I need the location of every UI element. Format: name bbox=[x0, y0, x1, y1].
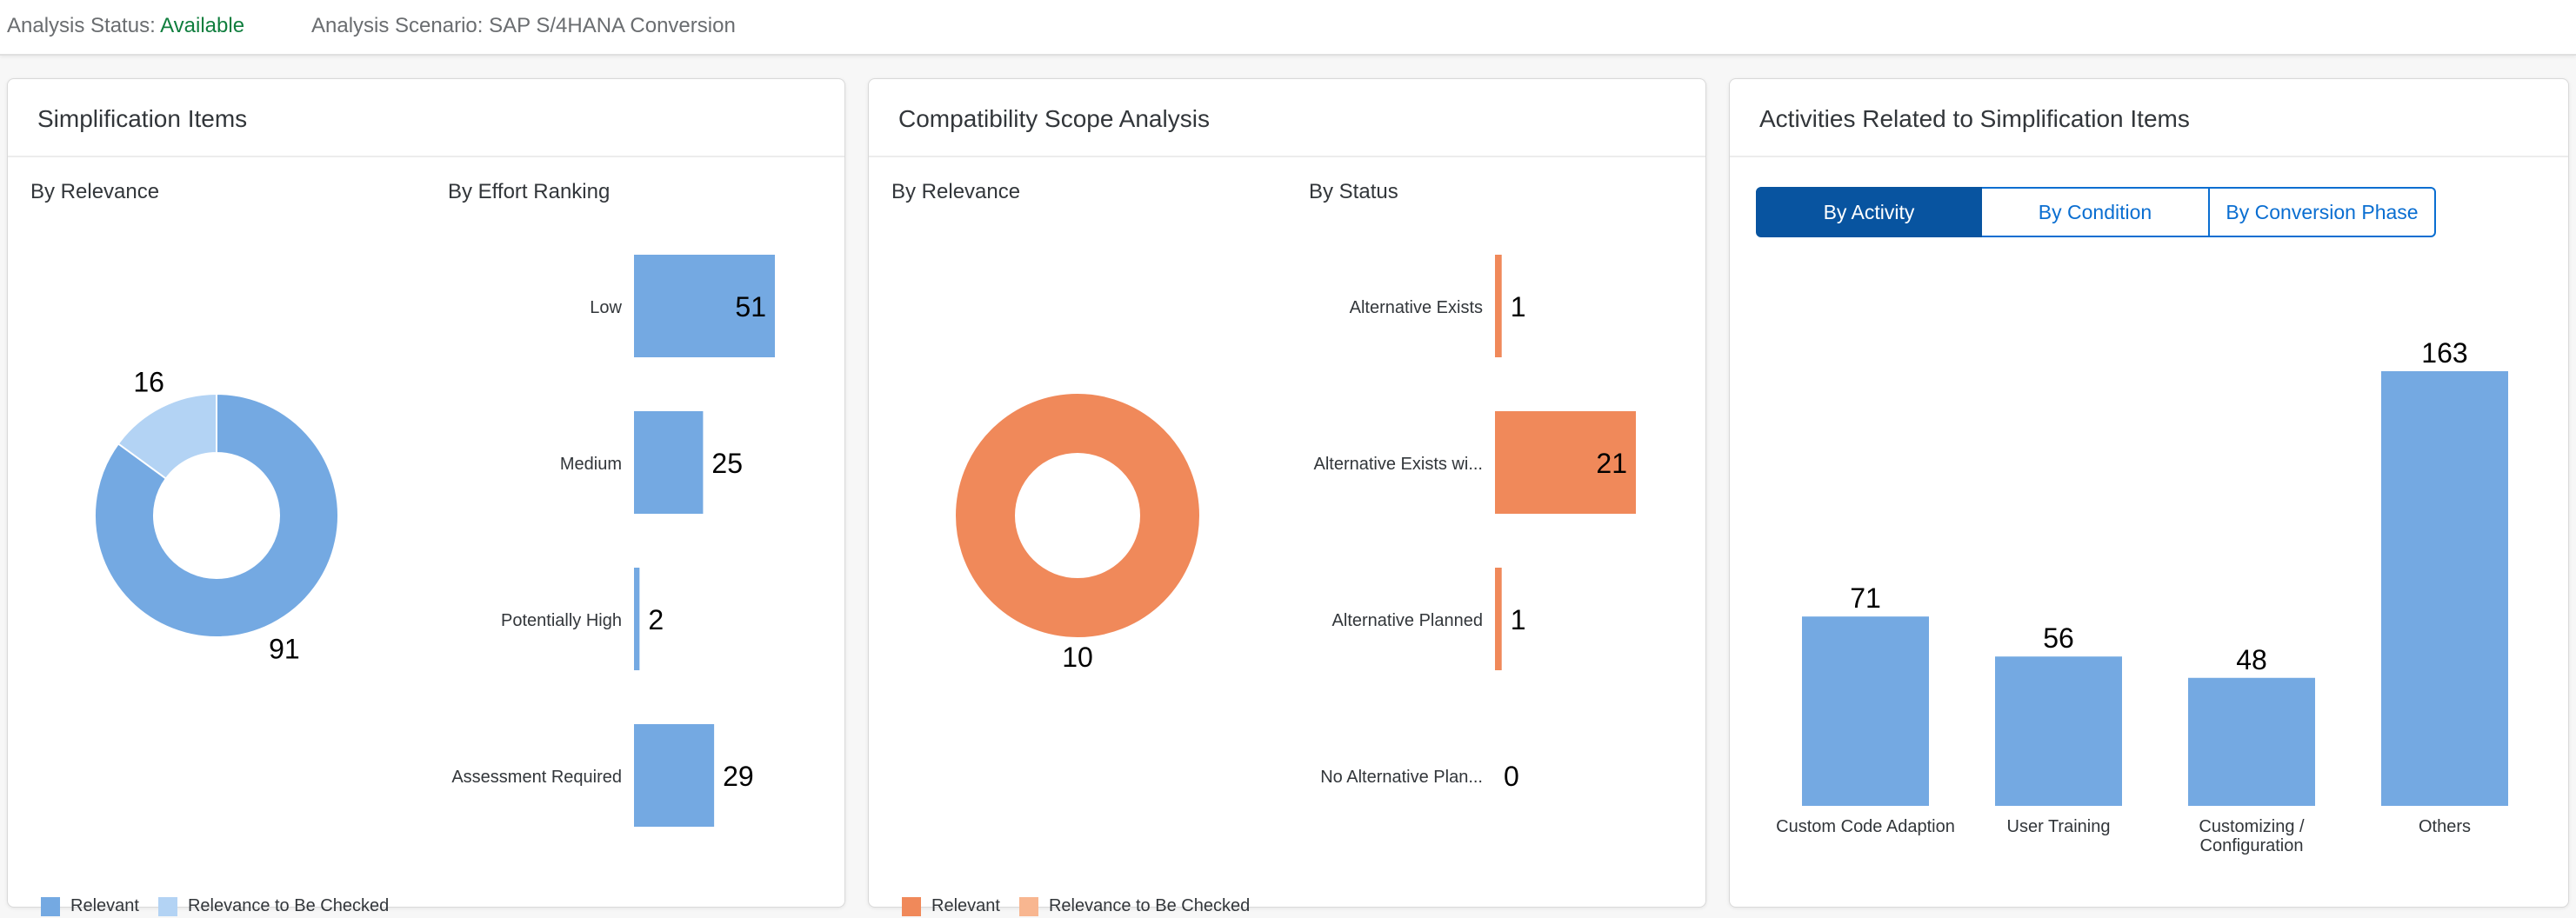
segmented-button[interactable]: By Activity By Condition By Conversion P… bbox=[1756, 187, 2436, 237]
analysis-scenario: Analysis Scenario: SAP S/4HANA Conversio… bbox=[311, 14, 736, 37]
category-label: Low bbox=[590, 298, 622, 317]
category-label: Custom Code Adaption bbox=[1776, 817, 1955, 836]
data-label: 163 bbox=[2421, 337, 2467, 369]
activities-chart[interactable]: 71 Custom Code Adaption 56 User Training 48 C… bbox=[1730, 79, 2568, 907]
legend-swatch-relevant bbox=[41, 896, 60, 916]
by-effort-label: By Effort Ranking bbox=[448, 180, 611, 203]
bar bbox=[1995, 656, 2122, 806]
data-label: 48 bbox=[2236, 644, 2267, 675]
data-label: 10 bbox=[1062, 642, 1093, 673]
data-label: 56 bbox=[2043, 622, 2074, 654]
tab-by-conversion-phase[interactable]: By Conversion Phase bbox=[2210, 187, 2436, 237]
data-label: 29 bbox=[723, 761, 754, 792]
bar bbox=[634, 411, 704, 514]
legend-label: Relevant bbox=[931, 896, 1000, 915]
category-label: Assessment Required bbox=[451, 768, 622, 787]
divider bbox=[8, 156, 844, 157]
bar bbox=[634, 568, 640, 670]
data-label: 25 bbox=[711, 448, 743, 479]
category-label: No Alternative Plan... bbox=[1320, 768, 1483, 787]
tab-by-condition[interactable]: By Condition bbox=[1982, 187, 2210, 237]
data-label: 1 bbox=[1511, 291, 1526, 323]
donut-slice bbox=[94, 392, 339, 638]
data-label: 16 bbox=[133, 367, 164, 398]
legend-label: Relevance to Be Checked bbox=[1048, 896, 1251, 915]
by-relevance-label: By Relevance bbox=[891, 180, 1021, 203]
tab-by-activity[interactable]: By Activity bbox=[1756, 187, 1982, 237]
card-title: Compatibility Scope Analysis bbox=[898, 105, 1210, 132]
data-label: 91 bbox=[269, 633, 300, 664]
donut-slice bbox=[956, 394, 1199, 637]
data-label: 21 bbox=[1596, 448, 1627, 479]
divider bbox=[869, 156, 1705, 157]
simplification-charts[interactable]: 91 16 Low 51 Medium 25 Potentially High 2 Assess… bbox=[8, 79, 844, 907]
status-bar: Analysis Status: Available Analysis Scen… bbox=[0, 0, 2576, 56]
legend-label: Relevant bbox=[70, 896, 139, 915]
simplification-items-card[interactable]: Simplification Items By Relevance By Eff… bbox=[7, 78, 845, 916]
category-label: User Training bbox=[2007, 817, 2111, 836]
legend-label: Relevance to Be Checked bbox=[187, 896, 390, 915]
legend: Relevant Relevance to Be Checked bbox=[902, 896, 1269, 916]
by-relevance-label: By Relevance bbox=[30, 180, 160, 203]
activities-card[interactable]: Activities Related to Simplification Ite… bbox=[1729, 78, 2569, 908]
bar bbox=[1495, 411, 1636, 514]
bar bbox=[2381, 371, 2508, 806]
legend-swatch-to-check bbox=[1018, 896, 1038, 916]
category-label: Medium bbox=[560, 455, 622, 474]
bar bbox=[634, 255, 775, 357]
bar bbox=[1802, 616, 1929, 806]
analysis-status: Analysis Status: Available bbox=[7, 14, 244, 38]
card-title: Activities Related to Simplification Ite… bbox=[1759, 105, 2190, 132]
bar bbox=[634, 724, 715, 827]
legend-swatch-to-check bbox=[157, 896, 177, 916]
data-label: 71 bbox=[1850, 582, 1881, 614]
category-label: Alternative Exists bbox=[1350, 298, 1483, 317]
analysis-status-value: Available bbox=[160, 14, 245, 37]
category-label: Configuration bbox=[2200, 836, 2304, 855]
data-label: 1 bbox=[1511, 604, 1526, 635]
category-label: Potentially High bbox=[501, 611, 622, 630]
card-title: Simplification Items bbox=[37, 105, 248, 132]
by-status-label: By Status bbox=[1309, 180, 1398, 203]
category-label: Others bbox=[2419, 817, 2471, 836]
compatibility-scope-card[interactable]: Compatibility Scope Analysis By Relevanc… bbox=[868, 78, 1706, 916]
category-label: Alternative Exists wi... bbox=[1313, 455, 1483, 474]
bar bbox=[1495, 255, 1502, 357]
data-label: 0 bbox=[1504, 761, 1519, 792]
analysis-status-label: Analysis Status: bbox=[7, 14, 156, 37]
category-label: Alternative Planned bbox=[1332, 611, 1483, 630]
legend-swatch-relevant bbox=[902, 896, 921, 916]
data-label: 51 bbox=[735, 291, 766, 323]
bar bbox=[2188, 677, 2315, 806]
donut-slice bbox=[117, 392, 217, 480]
data-label: 2 bbox=[648, 604, 664, 635]
divider bbox=[1730, 156, 2568, 157]
legend: Relevant Relevance to Be Checked bbox=[41, 896, 408, 916]
bar bbox=[1495, 568, 1502, 670]
category-label: Customizing / bbox=[2199, 817, 2305, 836]
